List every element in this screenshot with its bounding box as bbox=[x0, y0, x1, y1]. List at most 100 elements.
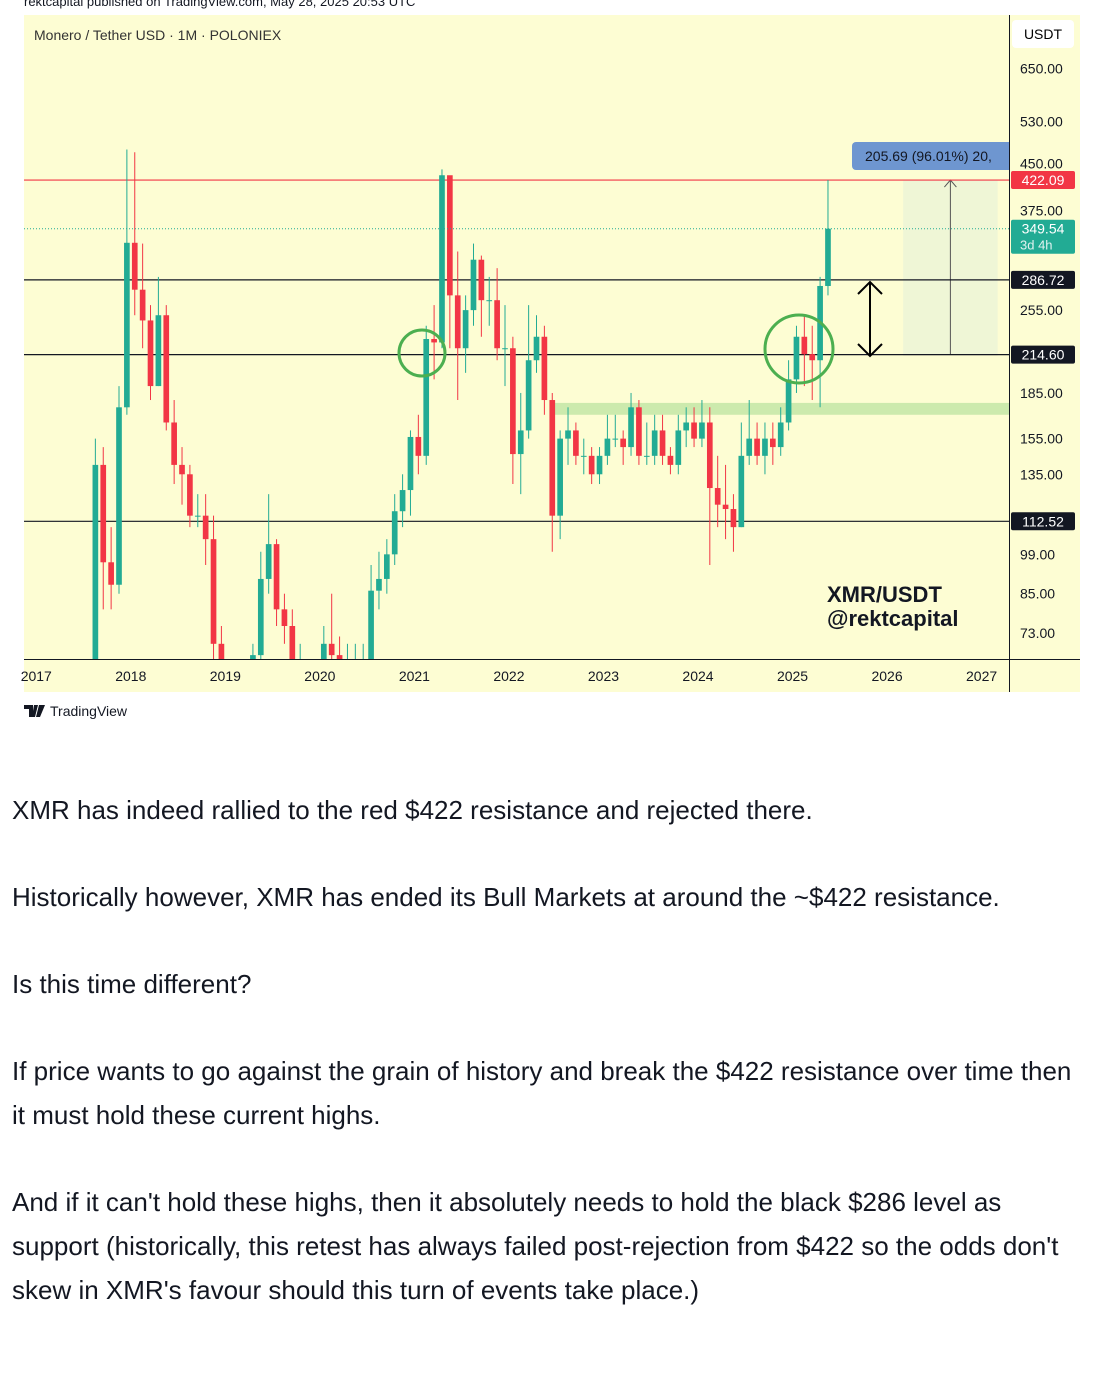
candle-body bbox=[124, 242, 130, 408]
candle-body bbox=[336, 655, 343, 659]
level-label-box bbox=[1011, 270, 1075, 289]
y-tick-label: 255.00 bbox=[1020, 302, 1063, 318]
x-tick-label: 2025 bbox=[777, 668, 808, 684]
candle-body bbox=[202, 515, 209, 540]
candle-body bbox=[415, 436, 422, 456]
candle-body bbox=[265, 544, 272, 579]
candle-body bbox=[131, 242, 138, 290]
candle-body bbox=[139, 289, 146, 321]
candle-body bbox=[612, 438, 619, 440]
candle-body bbox=[163, 315, 170, 423]
paragraph: Is this time different? bbox=[12, 969, 252, 999]
candle-body bbox=[541, 336, 548, 401]
brand: TradingView bbox=[24, 703, 127, 719]
candle-body bbox=[573, 430, 579, 456]
candle-body bbox=[320, 643, 327, 659]
y-tick-label: 155.00 bbox=[1020, 431, 1063, 447]
candle-body bbox=[116, 407, 122, 585]
candle-body bbox=[525, 360, 532, 431]
candle-body bbox=[486, 300, 493, 302]
x-tick-label: 2026 bbox=[871, 668, 902, 684]
y-tick-label: 375.00 bbox=[1020, 203, 1063, 219]
axis-labels: 73.00 85.00 99.00 135.00 155.00 185.00 255.00 3… bbox=[21, 61, 1075, 684]
candle-body bbox=[683, 422, 690, 431]
candle-body bbox=[699, 422, 705, 439]
candle-body bbox=[604, 438, 611, 456]
candle-body bbox=[328, 643, 335, 656]
y-tick-label: 73.00 bbox=[1020, 625, 1055, 641]
watermark: XMR/USDT bbox=[827, 582, 942, 607]
y-unit: USDT bbox=[1024, 26, 1063, 42]
candle-body bbox=[454, 295, 461, 349]
level-label-box bbox=[1011, 512, 1075, 531]
candle-body bbox=[273, 544, 280, 610]
range-label-group: 205.69 (96.01%) 20, bbox=[852, 142, 1009, 170]
candle-body bbox=[620, 438, 626, 448]
highlight-circle bbox=[397, 328, 447, 378]
candle-body bbox=[588, 455, 595, 475]
brand-name: TradingView bbox=[50, 703, 128, 719]
byline: rektcapital published on TradingView.com… bbox=[24, 0, 416, 9]
candle-body bbox=[628, 407, 634, 448]
candle-body bbox=[706, 422, 713, 489]
candle-body bbox=[289, 626, 296, 659]
candle-body bbox=[407, 436, 414, 491]
candle-body bbox=[809, 354, 816, 361]
candle-body bbox=[667, 455, 674, 465]
brand-logo bbox=[24, 705, 45, 717]
candle-body bbox=[305, 692, 311, 700]
candle-body bbox=[762, 438, 768, 456]
unit-box bbox=[1012, 20, 1074, 48]
range-label: 205.69 (96.01%) 20, bbox=[865, 148, 992, 164]
candle-body bbox=[636, 407, 642, 456]
x-tick-label: 2018 bbox=[115, 668, 146, 684]
highlight-circle bbox=[763, 313, 835, 385]
article-text: XMR has indeed rallied to the red $422 r… bbox=[12, 788, 1082, 1355]
candle-body bbox=[494, 300, 500, 349]
candle-body bbox=[179, 464, 185, 475]
plot-area: 205.69 (96.01%) 20, bbox=[24, 142, 1009, 700]
candle-body bbox=[218, 643, 225, 659]
x-tick-label: 2023 bbox=[588, 668, 619, 684]
candle-body bbox=[384, 554, 390, 579]
level-label: 112.52 bbox=[1022, 513, 1064, 529]
y-tick-label: 530.00 bbox=[1020, 113, 1063, 129]
candle-body bbox=[754, 438, 760, 456]
candle-body bbox=[100, 464, 107, 563]
candle-body bbox=[565, 430, 571, 439]
candle-body bbox=[738, 455, 745, 528]
candle-body bbox=[580, 455, 587, 457]
countdown: 3d 4h bbox=[1020, 238, 1053, 253]
x-tick-label: 2021 bbox=[399, 668, 430, 684]
paragraph: Historically however, XMR has ended its … bbox=[12, 882, 1000, 912]
paragraph: If price wants to go against the grain o… bbox=[12, 1056, 1072, 1130]
candle-body bbox=[517, 430, 524, 455]
candle-body bbox=[462, 310, 469, 349]
candle-body bbox=[714, 488, 721, 505]
x-tick-label: 2017 bbox=[21, 668, 52, 684]
level-label: 422.09 bbox=[1022, 172, 1065, 188]
chart: 205.69 (96.01%) 20, Monero / Tether USD … bbox=[21, 15, 1080, 700]
candle-body bbox=[108, 562, 114, 585]
x-tick-label: 2020 bbox=[304, 668, 335, 684]
candle-body bbox=[675, 430, 682, 465]
candle-body bbox=[643, 455, 650, 457]
level-label: 286.72 bbox=[1022, 272, 1065, 288]
candle-body bbox=[92, 464, 99, 659]
candle-body bbox=[769, 438, 776, 448]
level-label: 214.60 bbox=[1022, 347, 1065, 363]
candle-body bbox=[155, 315, 162, 387]
candle-body bbox=[470, 259, 477, 311]
candle-body bbox=[194, 515, 201, 517]
candle-body bbox=[147, 320, 154, 387]
candle-body bbox=[777, 422, 784, 448]
candle-body bbox=[510, 348, 516, 455]
candle-body bbox=[447, 175, 453, 296]
candle-body bbox=[250, 655, 256, 659]
x-tick-label: 2027 bbox=[966, 668, 997, 684]
candle-body bbox=[557, 438, 563, 516]
candle-body bbox=[257, 578, 264, 656]
x-tick-label: 2022 bbox=[493, 668, 524, 684]
x-tick-label: 2024 bbox=[682, 668, 713, 684]
candle-body bbox=[187, 474, 193, 516]
